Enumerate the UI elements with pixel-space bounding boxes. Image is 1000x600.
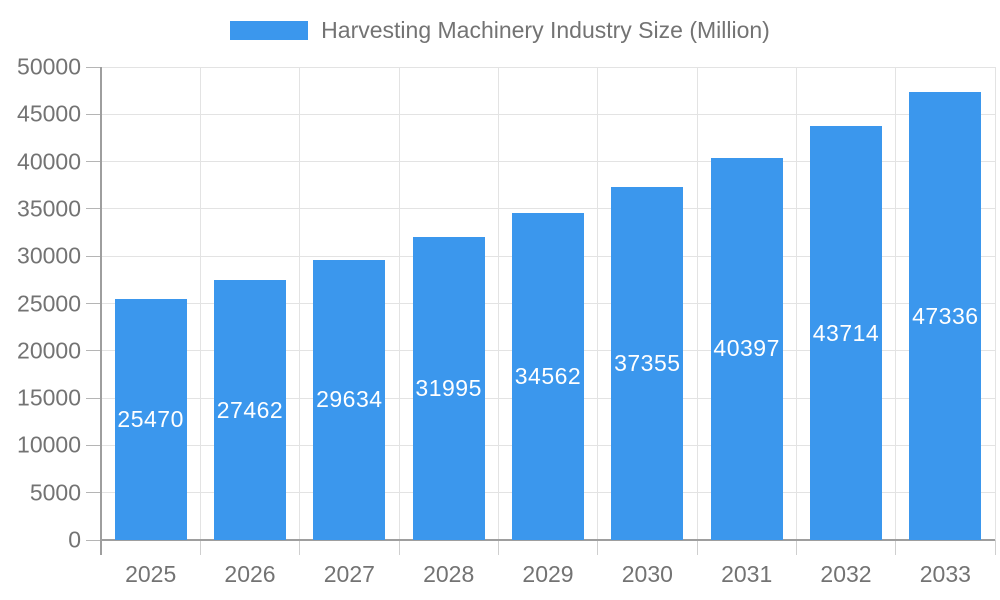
y-axis-tick xyxy=(86,444,101,446)
x-axis-tick-label: 2026 xyxy=(224,561,276,587)
bar: 47336 xyxy=(909,92,982,540)
y-gridline xyxy=(101,66,995,68)
bar: 34562 xyxy=(512,213,584,540)
y-axis-tick xyxy=(86,66,101,68)
y-axis-tick-label: 35000 xyxy=(17,195,81,222)
y-axis-tick-label: 15000 xyxy=(17,384,81,411)
bar-value-label: 40397 xyxy=(713,335,780,362)
x-axis-tick xyxy=(597,540,599,555)
x-gridline xyxy=(398,67,400,540)
y-axis-tick-label: 40000 xyxy=(17,148,81,175)
x-gridline xyxy=(895,67,897,540)
x-gridline xyxy=(497,67,499,540)
x-gridline xyxy=(597,67,599,540)
x-axis-tick xyxy=(199,540,201,555)
x-axis-tick xyxy=(795,540,797,555)
y-axis-tick xyxy=(86,539,101,541)
legend[interactable]: Harvesting Machinery Industry Size (Mill… xyxy=(0,17,1000,44)
y-gridline xyxy=(101,208,995,210)
bar-value-label: 27462 xyxy=(216,396,284,423)
x-gridline xyxy=(795,67,797,540)
x-axis-tick-label: 2033 xyxy=(919,561,971,587)
y-axis-tick xyxy=(86,113,101,115)
y-axis-tick-label: 5000 xyxy=(29,479,81,506)
bar-value-label: 34562 xyxy=(514,363,582,390)
bar-value-label: 37355 xyxy=(614,349,681,376)
y-axis-tick-label: 0 xyxy=(68,526,81,553)
x-axis-tick xyxy=(696,540,698,555)
bar: 27462 xyxy=(214,280,286,540)
y-axis-tick-label: 20000 xyxy=(17,337,81,364)
y-axis-line xyxy=(100,67,102,555)
y-axis-tick-label: 30000 xyxy=(17,242,81,269)
x-gridline xyxy=(199,67,201,540)
y-gridline xyxy=(101,113,995,115)
bar: 37355 xyxy=(611,186,684,540)
y-axis-tick xyxy=(86,350,101,352)
y-axis-tick xyxy=(86,255,101,257)
legend-swatch-icon xyxy=(230,21,309,40)
bar-value-label: 43714 xyxy=(812,319,880,346)
bar: 40397 xyxy=(710,157,783,540)
plot-area: 0 5000 10000 15000 20000 25000 30000 35000 40000… xyxy=(17,54,996,587)
bar: 25470 xyxy=(114,299,187,540)
bar: 43714 xyxy=(810,126,882,540)
x-axis-tick-label: 2025 xyxy=(125,561,177,587)
y-axis-tick xyxy=(86,161,101,163)
x-axis-tick-label: 2031 xyxy=(721,561,773,587)
bar-value-label: 25470 xyxy=(117,406,184,433)
y-axis-tick xyxy=(86,492,101,494)
x-axis-tick xyxy=(497,540,499,555)
y-axis-tick-label: 45000 xyxy=(17,100,81,127)
x-axis-tick xyxy=(398,540,400,555)
y-axis-tick xyxy=(86,303,101,304)
x-axis-tick-label: 2028 xyxy=(423,561,475,587)
x-axis-tick-label: 2027 xyxy=(323,561,375,587)
bar-value-label: 47336 xyxy=(912,302,979,329)
x-gridline xyxy=(299,67,301,540)
y-axis-tick-label: 25000 xyxy=(17,290,81,316)
y-axis-tick-label: 10000 xyxy=(17,431,81,458)
x-axis-tick-label: 2030 xyxy=(621,561,673,587)
x-gridline xyxy=(994,67,996,540)
bar-value-label: 29634 xyxy=(316,386,383,413)
y-axis-tick xyxy=(86,397,101,399)
y-gridline xyxy=(101,161,995,163)
x-axis-tick-label: 2029 xyxy=(522,561,574,587)
y-axis-tick-label: 50000 xyxy=(17,53,81,80)
x-gridline xyxy=(696,67,698,540)
x-axis-tick xyxy=(895,540,897,555)
bar-value-label: 31995 xyxy=(415,375,482,402)
bar: 29634 xyxy=(313,259,386,540)
y-axis-tick xyxy=(86,208,101,210)
x-axis-tick xyxy=(994,540,996,555)
legend-label: Harvesting Machinery Industry Size (Mill… xyxy=(321,17,770,43)
bar: 31995 xyxy=(412,237,485,540)
x-axis-line xyxy=(101,539,995,541)
x-axis-tick-label: 2032 xyxy=(820,561,872,587)
x-axis-tick xyxy=(299,540,301,555)
